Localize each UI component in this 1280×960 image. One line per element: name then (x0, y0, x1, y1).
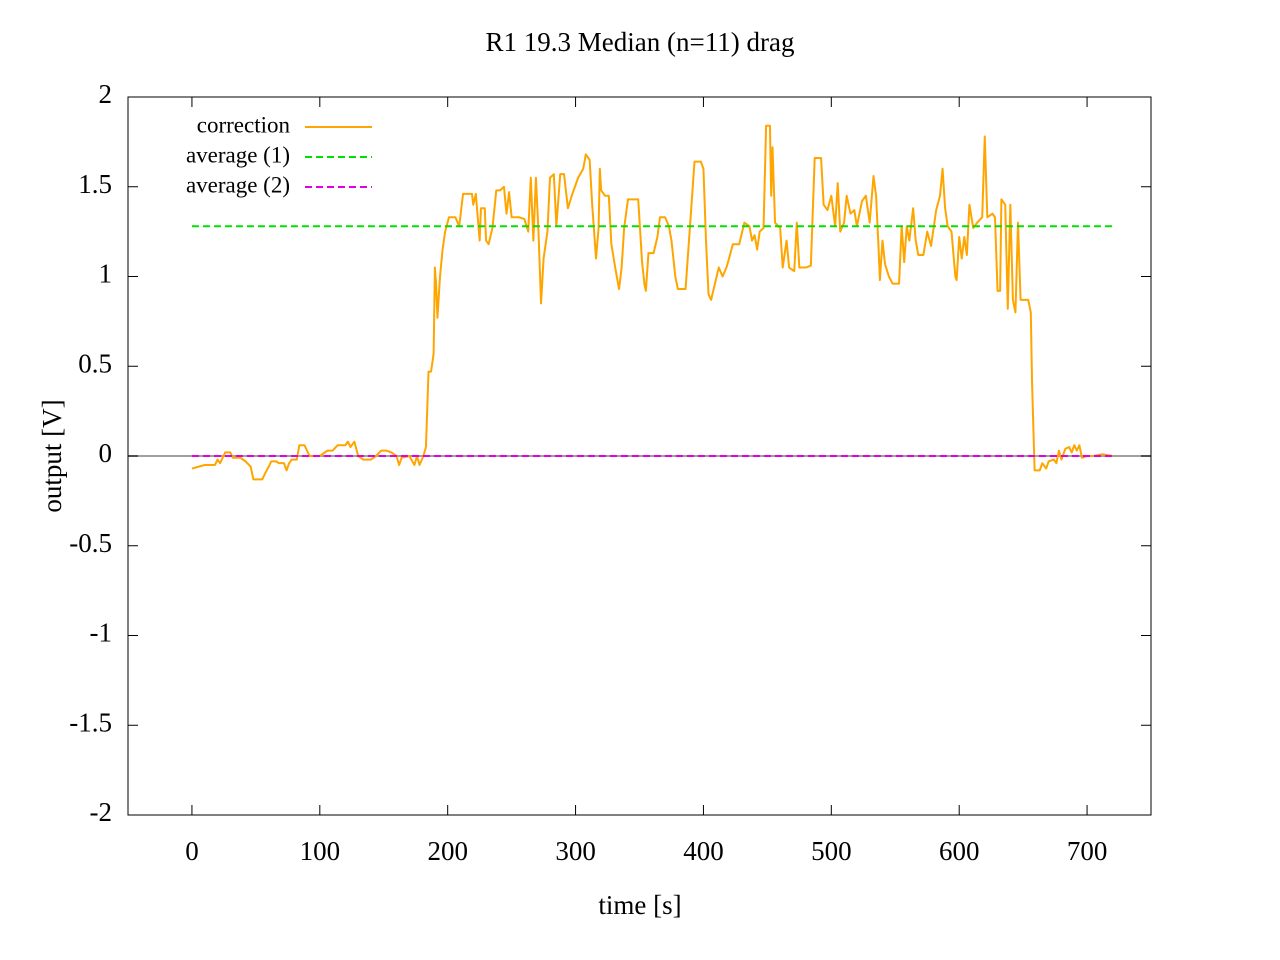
y-axis-label: output [V] (37, 399, 67, 512)
x-tick-label: 500 (811, 836, 852, 866)
y-tick-label: -1 (90, 618, 113, 648)
y-tick-label: 0.5 (78, 348, 112, 378)
y-tick-label: -1.5 (69, 707, 112, 737)
x-tick-label: 400 (683, 836, 724, 866)
y-tick-label: 2 (99, 79, 113, 109)
y-tick-label: -0.5 (69, 528, 112, 558)
x-tick-label: 100 (300, 836, 341, 866)
y-tick-label: -2 (90, 797, 113, 827)
y-tick-label: 1 (99, 259, 113, 289)
chart-title: R1 19.3 Median (n=11) drag (486, 27, 795, 57)
x-tick-label: 300 (555, 836, 596, 866)
x-tick-label: 600 (939, 836, 980, 866)
y-tick-label: 1.5 (78, 169, 112, 199)
y-tick-label: 0 (99, 438, 113, 468)
x-axis-label: time [s] (598, 890, 681, 920)
series-line (191, 124, 1113, 481)
legend-label: average (2) (186, 172, 290, 197)
legend-label: correction (197, 112, 291, 137)
x-tick-label: 700 (1067, 836, 1108, 866)
legend-label: average (1) (186, 142, 290, 167)
x-tick-label: 0 (185, 836, 199, 866)
plot-border (127, 96, 1152, 816)
x-tick-label: 200 (427, 836, 468, 866)
